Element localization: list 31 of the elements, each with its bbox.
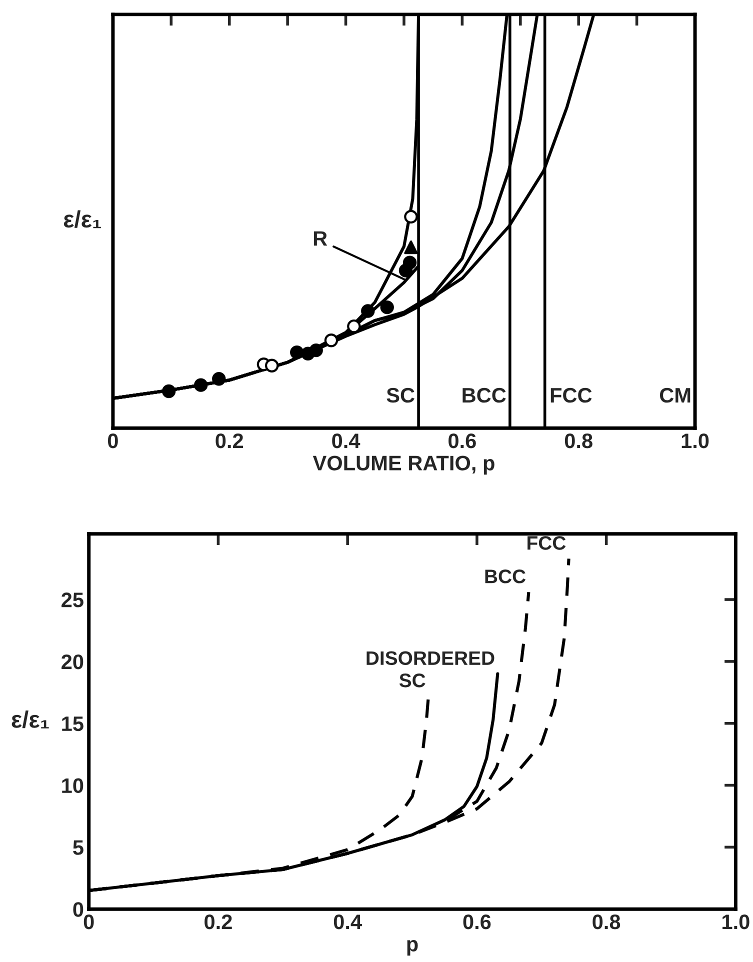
x-tick-label: 0.8 (564, 434, 592, 448)
series-label: BCC (485, 570, 526, 584)
ref-line-label: FCC (550, 388, 592, 403)
y-tick-label: 5 (73, 840, 84, 855)
x-tick-label: 1.0 (682, 434, 709, 448)
y-tick-label: 0 (73, 902, 84, 917)
y-axis-title: ε/ε₁ (12, 710, 49, 728)
x-tick-label: 0 (84, 914, 94, 930)
y-tick-label: 15 (62, 716, 84, 732)
ref-line-label: SC (386, 388, 414, 403)
ref-line-label: CM (660, 388, 690, 403)
x-axis-title: p (407, 940, 418, 956)
x-tick-label: 0.2 (204, 914, 232, 930)
y-tick-label: 20 (62, 654, 84, 670)
y-tick-label: 25 (62, 592, 84, 608)
y-axis-title: ε/ε₁ (64, 210, 101, 228)
series-label: SC (399, 674, 426, 688)
x-axis-title: VOLUME RATIO, p (312, 456, 494, 475)
ref-line-label: BCC (462, 388, 506, 403)
x-tick-label: 0.8 (592, 914, 620, 930)
x-tick-label: 0.6 (463, 914, 491, 930)
y-tick-label: 10 (62, 778, 84, 794)
x-tick-label: 0.4 (332, 434, 360, 448)
x-tick-label: 0.2 (216, 434, 244, 448)
x-tick-label: 1.0 (722, 914, 750, 930)
annotation: R (314, 231, 328, 246)
series-label: DISORDERED (366, 651, 494, 666)
series-label: FCC (528, 536, 566, 550)
x-tick-label: 0.6 (448, 434, 476, 448)
x-tick-label: 0.4 (334, 914, 362, 930)
x-tick-label: 0 (108, 434, 118, 448)
